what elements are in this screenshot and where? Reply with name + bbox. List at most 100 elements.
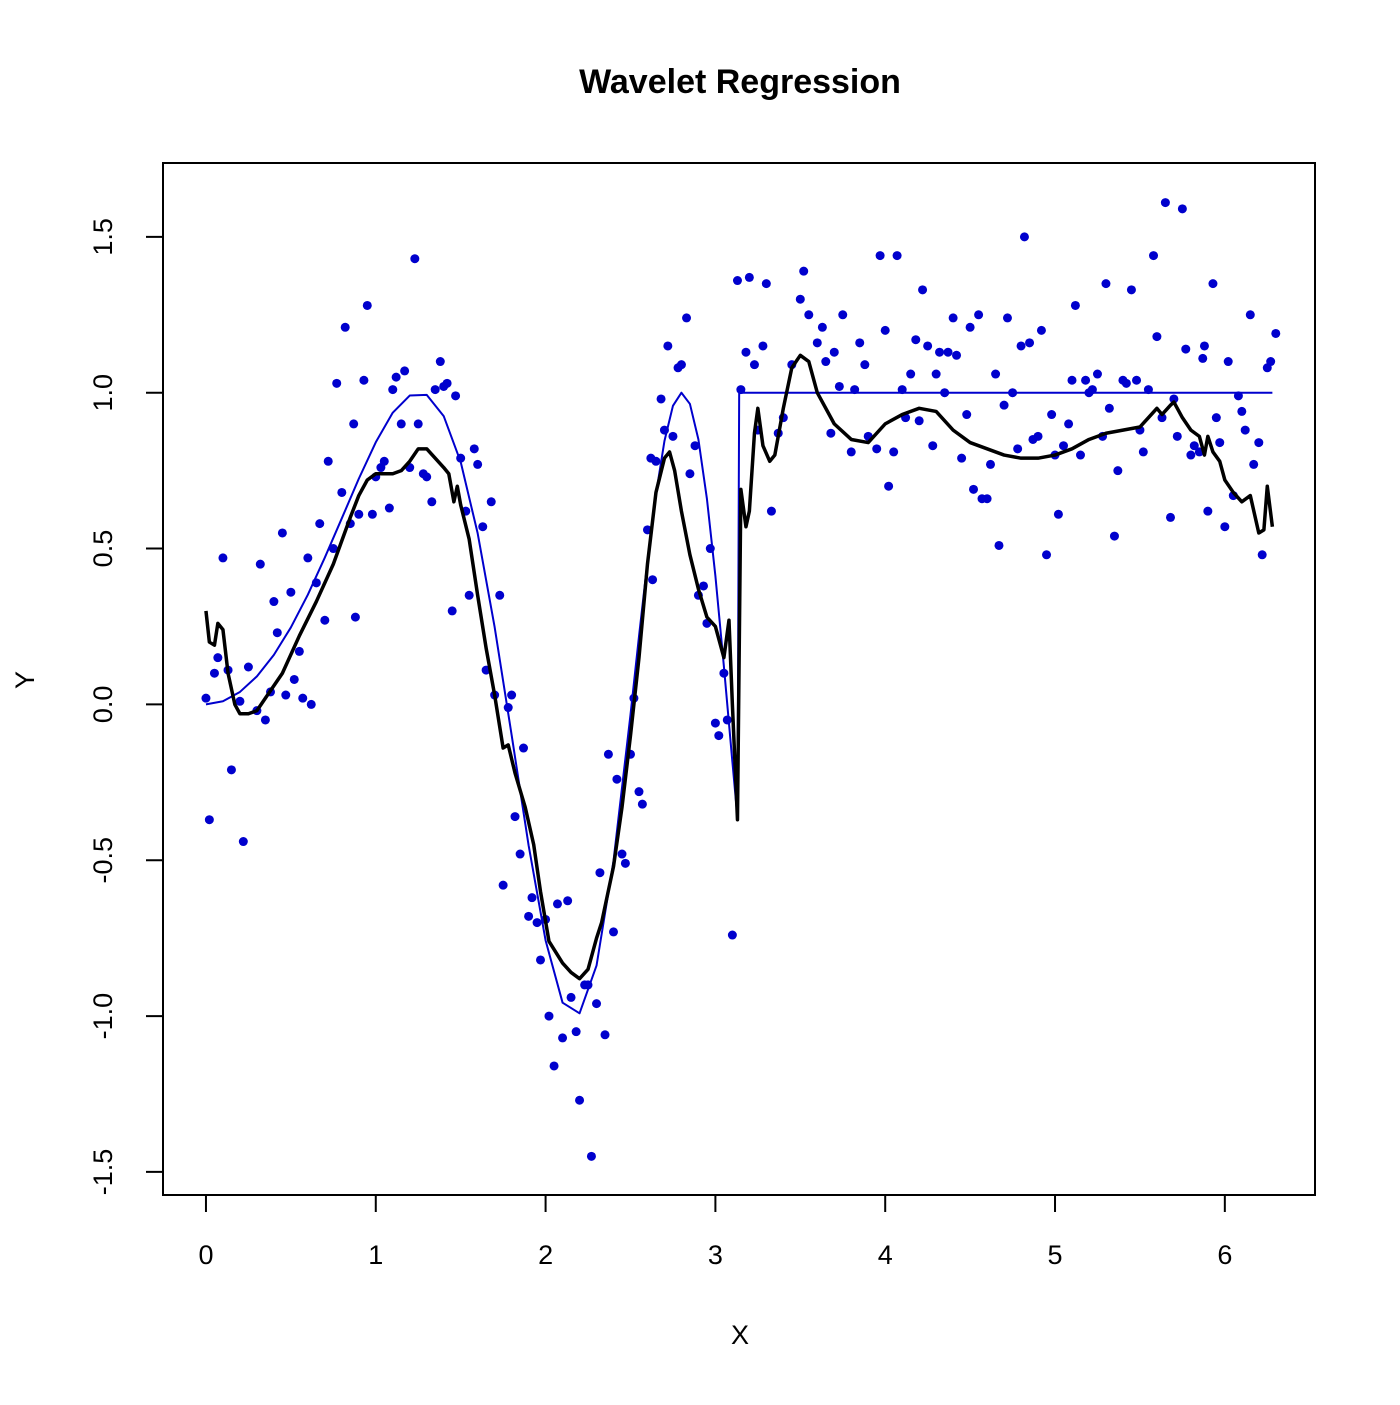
data-point (617, 849, 627, 859)
data-point (391, 372, 401, 382)
data-point (795, 294, 805, 304)
data-point (732, 276, 742, 286)
data-point (999, 400, 1009, 410)
data-point (595, 868, 605, 878)
data-point (430, 385, 440, 395)
data-point (410, 254, 420, 264)
data-point (1186, 450, 1196, 460)
data-point (634, 787, 644, 797)
data-point (699, 581, 709, 591)
data-point (396, 419, 406, 429)
x-tick-label: 4 (878, 1240, 893, 1270)
data-point (821, 357, 831, 367)
x-tick-label: 5 (1048, 1240, 1063, 1270)
data-point (1002, 313, 1012, 323)
data-point (1249, 459, 1259, 469)
data-point (478, 522, 488, 532)
data-point (1257, 550, 1267, 560)
data-point (527, 893, 537, 903)
data-point (340, 322, 350, 332)
data-point (1033, 431, 1043, 441)
data-point (855, 338, 865, 348)
x-tick-label: 3 (708, 1240, 723, 1270)
data-point (332, 378, 342, 388)
data-point (609, 927, 619, 937)
data-point (507, 690, 517, 700)
data-point (710, 718, 720, 728)
data-point (427, 497, 437, 507)
data-point (985, 459, 995, 469)
data-point (1189, 441, 1199, 451)
data-point (1121, 378, 1131, 388)
data-point (804, 310, 814, 320)
data-point (379, 456, 389, 466)
data-point (952, 350, 962, 360)
data-point (1199, 341, 1209, 351)
y-tick-label: -1.5 (88, 1149, 118, 1196)
data-point (226, 765, 236, 775)
data-point (656, 394, 666, 404)
data-point (600, 1030, 610, 1040)
data-point (209, 668, 219, 678)
data-point (451, 391, 461, 401)
data-point (544, 1011, 554, 1021)
data-point (965, 322, 975, 332)
data-point (1047, 410, 1057, 420)
y-tick-label: 1.5 (88, 218, 118, 256)
data-point (281, 690, 291, 700)
data-point (558, 1033, 568, 1043)
data-point (549, 1061, 559, 1071)
data-point (651, 456, 661, 466)
data-point (834, 381, 844, 391)
data-point (682, 313, 692, 323)
data-point (359, 375, 369, 385)
data-point (994, 540, 1004, 550)
data-point (238, 837, 248, 847)
data-point (676, 360, 686, 370)
data-point (349, 419, 359, 429)
data-point (269, 597, 279, 607)
data-point (1070, 300, 1080, 310)
data-point (1211, 413, 1221, 423)
data-point (935, 347, 945, 357)
data-point (982, 494, 992, 504)
data-point (1215, 438, 1225, 448)
data-point (727, 930, 737, 940)
y-tick-label: -0.5 (88, 837, 118, 884)
data-point (1160, 198, 1170, 208)
data-point (943, 347, 953, 357)
data-point (1157, 413, 1167, 423)
data-point (464, 590, 474, 600)
data-point (928, 441, 938, 451)
data-point (962, 410, 972, 420)
data-point (612, 774, 622, 784)
data-point (991, 369, 1001, 379)
data-point (447, 606, 457, 616)
data-point (875, 251, 885, 261)
data-point (1152, 332, 1162, 342)
data-point (948, 313, 958, 323)
data-point (277, 528, 287, 538)
data-point (260, 715, 270, 725)
data-point (1245, 310, 1255, 320)
data-point (1138, 447, 1148, 457)
data-point (668, 431, 678, 441)
data-point (1067, 375, 1077, 385)
data-point (1132, 375, 1142, 385)
data-point (892, 251, 902, 261)
data-point (563, 896, 573, 906)
data-point (566, 992, 576, 1002)
data-point (354, 509, 364, 519)
data-point (714, 731, 724, 741)
data-point (255, 559, 265, 569)
data-point (422, 472, 432, 482)
data-point (1198, 353, 1208, 363)
data-point (906, 369, 916, 379)
data-point (826, 428, 836, 438)
data-point (799, 266, 809, 276)
data-point (1053, 509, 1063, 519)
data-point (486, 497, 496, 507)
data-point (1113, 466, 1123, 476)
data-point (722, 715, 732, 725)
data-point (690, 441, 700, 451)
